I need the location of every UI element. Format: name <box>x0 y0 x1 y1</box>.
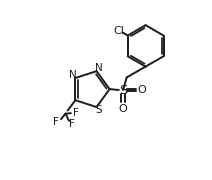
Text: S: S <box>95 105 102 115</box>
Text: Cl: Cl <box>114 26 125 35</box>
Text: N: N <box>95 63 103 73</box>
Text: F: F <box>69 119 75 129</box>
Text: S: S <box>119 84 127 96</box>
Text: F: F <box>53 117 59 127</box>
Text: N: N <box>69 70 76 80</box>
Text: O: O <box>138 85 146 95</box>
Text: O: O <box>119 103 127 114</box>
Text: F: F <box>73 108 79 118</box>
